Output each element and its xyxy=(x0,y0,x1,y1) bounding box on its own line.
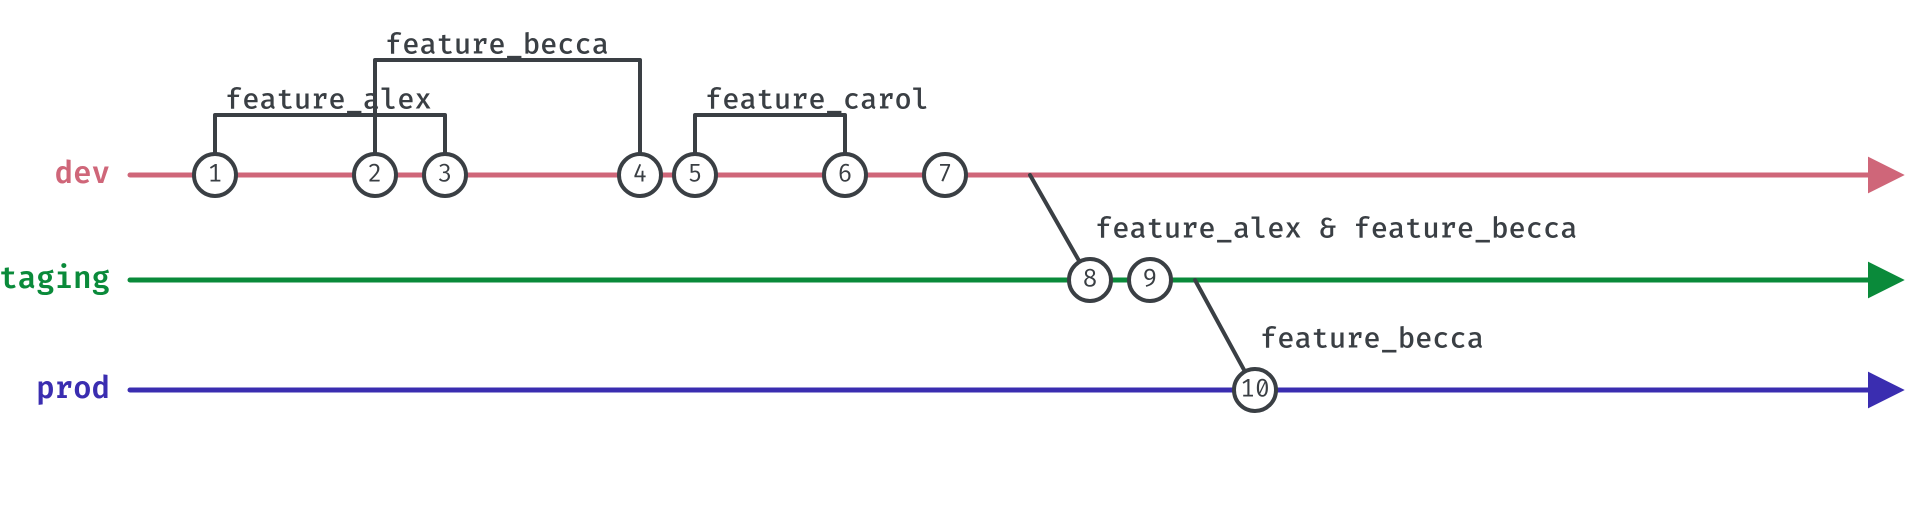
commit-label: 10 xyxy=(1240,376,1270,405)
commit-label: 3 xyxy=(438,161,453,190)
commit-label: 2 xyxy=(368,161,383,190)
merge-line xyxy=(1030,175,1080,262)
bracket-label: feature_alex xyxy=(225,83,432,118)
commit-label: 9 xyxy=(1143,266,1158,295)
git-branch-diagram: devstagingprodfeature_alexfeature_beccaf… xyxy=(0,0,1916,511)
bracket-label: feature_carol xyxy=(705,83,929,118)
branch-label-prod: prod xyxy=(36,371,110,408)
merge-label: feature_becca xyxy=(1260,322,1484,357)
branch-label-staging: staging xyxy=(0,261,110,298)
commit-label: 8 xyxy=(1083,266,1098,295)
commit-label: 5 xyxy=(688,161,703,190)
commit-label: 6 xyxy=(838,161,853,190)
bracket-feature-alex xyxy=(215,115,445,154)
bracket-feature-carol xyxy=(695,115,845,154)
commit-label: 7 xyxy=(938,161,953,190)
bracket-label: feature_becca xyxy=(385,28,609,63)
merge-label: feature_alex & feature_becca xyxy=(1095,212,1577,247)
merge-line xyxy=(1195,280,1245,372)
branch-label-dev: dev xyxy=(55,156,110,193)
commit-label: 1 xyxy=(208,161,223,190)
commit-label: 4 xyxy=(633,161,648,190)
